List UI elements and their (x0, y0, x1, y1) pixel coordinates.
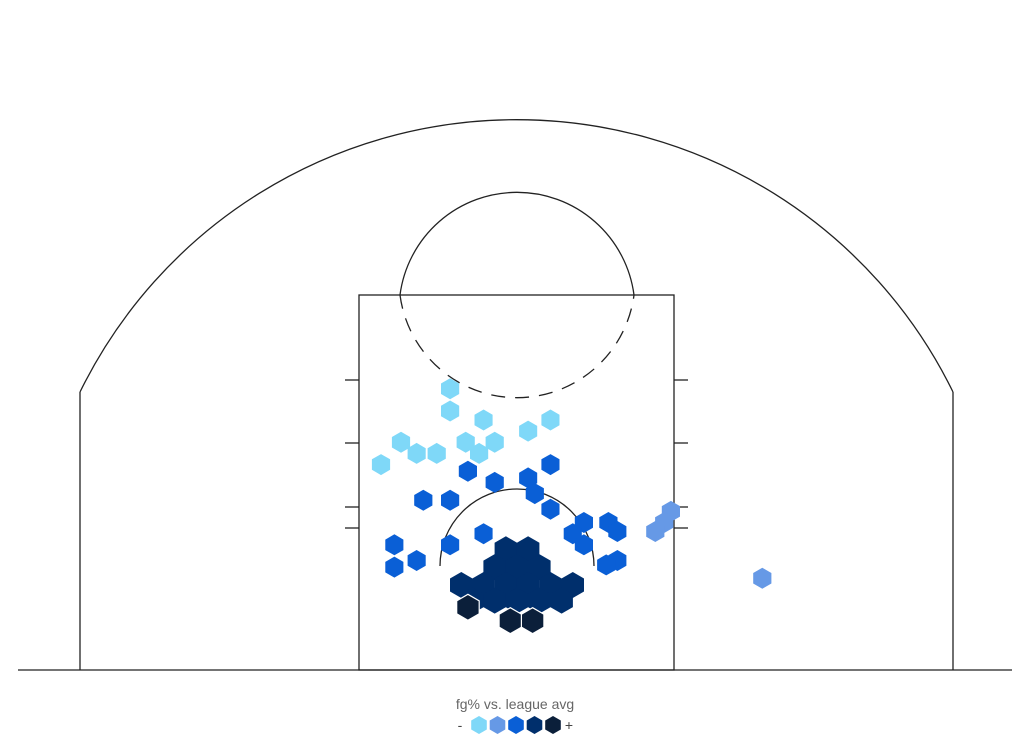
shot-hex (753, 567, 772, 589)
shot-hex (485, 431, 504, 453)
shot-hex (470, 442, 489, 464)
shot-hex (646, 521, 665, 542)
paint (358, 294, 675, 671)
free-throw-circle-upper (399, 191, 635, 296)
shot-hex (441, 534, 460, 556)
legend-swatch (489, 716, 506, 734)
shot-hex (427, 442, 446, 464)
shot-hex (485, 471, 504, 493)
hex-layer (371, 378, 772, 635)
shot-hex (483, 587, 506, 614)
legend-swatch (526, 716, 543, 734)
shot-hex (441, 489, 460, 511)
shot-hex (474, 523, 493, 545)
shot-hex (474, 409, 493, 431)
shot-hex (608, 521, 627, 542)
shot-hex (385, 534, 404, 556)
shot-hex (597, 554, 616, 576)
shot-hex (505, 554, 529, 581)
shot-hex (505, 587, 529, 614)
legend-swatch (508, 716, 524, 734)
shot-hex (550, 587, 573, 614)
shot-hex (519, 420, 538, 442)
court-lines (18, 119, 1012, 671)
shot-hex (441, 400, 460, 422)
shot-hex (407, 550, 426, 571)
shot-hex (371, 454, 391, 476)
shot-hex (494, 536, 518, 563)
shot-hex (528, 554, 551, 581)
legend-high-label: + (565, 717, 573, 733)
shot-hex (385, 556, 404, 578)
shot-hex (441, 378, 460, 400)
shot-hex (456, 431, 475, 453)
shot-hex (541, 409, 560, 431)
shot-hex (414, 489, 433, 511)
shot-hex (516, 536, 540, 563)
shot-hex (483, 554, 506, 581)
shot-hex (498, 607, 523, 635)
shot-hex (525, 483, 544, 505)
shot-hex (391, 431, 411, 453)
shot-hex (458, 460, 477, 482)
legend: fg% vs. league avg - + (456, 696, 574, 734)
shot-hex (528, 587, 551, 614)
legend-swatch (471, 716, 487, 734)
shot-hex (456, 593, 480, 621)
legend-swatch (545, 716, 561, 734)
legend-low-label: - (458, 717, 463, 733)
shot-hex (541, 454, 560, 476)
legend-title: fg% vs. league avg (456, 696, 574, 712)
three-point-arc (79, 119, 954, 393)
shot-hex (519, 467, 538, 489)
shot-hex (520, 607, 545, 635)
free-throw-circle-lower (399, 294, 635, 399)
shot-hex (574, 534, 593, 556)
shot-hex (541, 498, 560, 520)
shot-hex (407, 442, 426, 464)
legend-swatches (471, 716, 561, 734)
